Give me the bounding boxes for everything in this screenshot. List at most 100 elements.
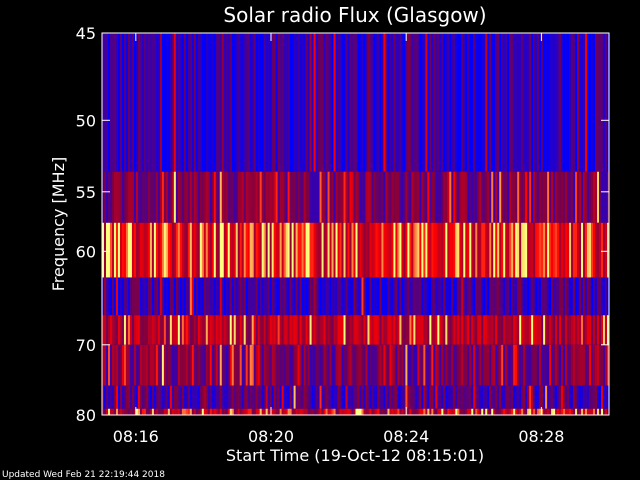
spectrogram-cell — [525, 408, 528, 415]
spectrogram-cell — [111, 33, 115, 172]
spectrogram-cell — [337, 344, 340, 386]
spectrogram-cell — [559, 408, 562, 415]
spectrogram-cell — [151, 408, 155, 415]
spectrogram-cell — [107, 344, 111, 386]
spectrogram-cell — [575, 277, 578, 316]
spectrogram-cell — [315, 385, 318, 409]
spectrogram-cell — [411, 277, 414, 316]
spectrogram-cell — [565, 277, 568, 316]
spectrogram-cell — [393, 408, 396, 415]
spectrogram-cell — [111, 344, 115, 386]
spectrogram-cell — [599, 408, 602, 415]
spectrogram-cell — [501, 33, 504, 172]
spectrogram-cell — [397, 222, 400, 278]
spectrogram-cell — [345, 408, 348, 415]
spectrogram-cell — [177, 33, 181, 172]
spectrogram-cell — [223, 385, 227, 409]
spectrogram-cell — [153, 277, 157, 316]
spectrogram-cell — [581, 277, 584, 316]
spectrogram-cell — [193, 171, 197, 223]
spectrogram-cell — [311, 33, 314, 172]
spectrogram-cell — [405, 344, 408, 386]
spectrogram-cell — [323, 315, 326, 345]
spectrogram-cell — [351, 277, 354, 316]
spectrogram-cell — [331, 344, 334, 386]
spectrogram-cell — [461, 408, 464, 415]
spectrogram-cell — [213, 33, 217, 172]
spectrogram-cell — [327, 408, 330, 415]
spectrogram-cell — [143, 408, 147, 415]
spectrogram-cell — [521, 315, 524, 345]
spectrogram-cell — [197, 408, 201, 415]
spectrogram-cell — [343, 33, 346, 172]
spectrogram-cell — [147, 315, 151, 345]
spectrogram-cell — [201, 344, 205, 386]
spectrogram-cell — [409, 315, 412, 345]
spectrogram-cell — [289, 33, 292, 172]
spectrogram-cell — [207, 344, 211, 386]
spectrogram-cell — [323, 33, 326, 172]
spectrogram-cell — [177, 171, 181, 223]
spectrogram-cell — [485, 171, 488, 223]
spectrogram-cell — [205, 277, 209, 316]
spectrogram-cell — [297, 385, 300, 409]
spectrogram-cell — [585, 277, 588, 316]
spectrogram-cell — [531, 171, 534, 223]
spectrogram-cell — [541, 315, 544, 345]
spectrogram-cell — [215, 277, 219, 316]
spectrogram-cell — [143, 171, 147, 223]
spectrogram-cell — [313, 277, 316, 316]
spectrogram-cell — [523, 277, 526, 316]
spectrogram-cell — [495, 385, 498, 409]
spectrogram-cell — [149, 171, 153, 223]
spectrogram-cell — [505, 171, 508, 223]
spectrogram-cell — [583, 33, 586, 172]
spectrogram-cell — [471, 277, 474, 316]
spectrogram-cell — [105, 222, 109, 278]
spectrogram-cell — [407, 171, 410, 223]
spectrogram-cell — [505, 222, 508, 278]
spectrogram-cell — [391, 171, 394, 223]
spectrogram-cell — [539, 222, 542, 278]
spectrogram-cell — [151, 171, 155, 223]
spectrogram-cell — [451, 33, 454, 172]
spectrogram-cell — [369, 222, 372, 278]
spectrogram-cell — [523, 222, 526, 278]
spectrogram-cell — [177, 277, 181, 316]
spectrogram-cell — [555, 277, 558, 316]
spectrogram-cell — [563, 277, 566, 316]
spectrogram-cell — [207, 315, 211, 345]
spectrogram-cell — [575, 344, 578, 386]
spectrogram-cell — [141, 33, 145, 172]
spectrogram-cell — [137, 171, 141, 223]
spectrogram-cell — [593, 385, 596, 409]
spectrogram-cell — [253, 315, 256, 345]
spectrogram-cell — [139, 222, 143, 278]
spectrogram-cell — [555, 315, 558, 345]
spectrogram-cell — [161, 277, 165, 316]
spectrogram-cell — [345, 171, 348, 223]
spectrogram-cell — [325, 171, 328, 223]
spectrogram-cell — [597, 33, 600, 172]
spectrogram-cell — [115, 385, 119, 409]
spectrogram-cell — [249, 171, 253, 223]
spectrogram-cell — [321, 344, 324, 386]
spectrogram-cell — [435, 408, 438, 415]
spectrogram-cell — [225, 344, 229, 386]
spectrogram-cell — [437, 344, 440, 386]
spectrogram-cell — [435, 33, 438, 172]
spectrogram-cell — [355, 171, 358, 223]
spectrogram-cell — [425, 315, 428, 345]
spectrogram-cell — [533, 33, 536, 172]
spectrogram-cell — [339, 344, 342, 386]
spectrogram-cell — [391, 277, 394, 316]
spectrogram-cell — [363, 222, 366, 278]
spectrogram-cell — [237, 344, 241, 386]
spectrogram-cell — [529, 385, 532, 409]
spectrogram-cell — [333, 408, 336, 415]
spectrogram-cell — [369, 315, 372, 345]
spectrogram-cell — [339, 33, 342, 172]
spectrogram-cell — [387, 385, 390, 409]
spectrogram-cell — [503, 385, 506, 409]
spectrogram-cell — [131, 408, 135, 415]
